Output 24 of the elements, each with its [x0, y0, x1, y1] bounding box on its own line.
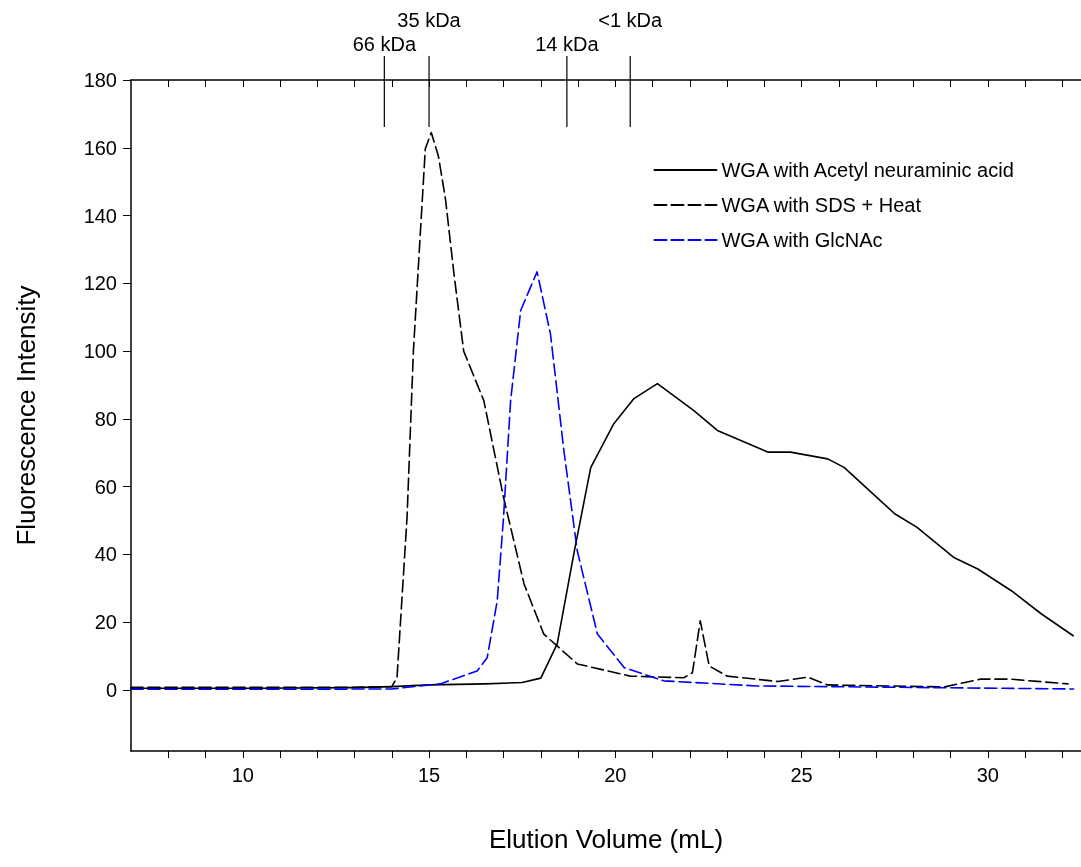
x-axis-title: Elution Volume (mL) — [488, 824, 724, 854]
ref-line-label: <1 kDa — [598, 9, 664, 31]
legend-label: WGA with GlcNAc — [721, 229, 883, 251]
y-tick-label: 100 — [83, 340, 117, 363]
y-tick-label: 80 — [94, 407, 117, 430]
y-tick-label: 180 — [83, 69, 117, 91]
x-tick-label: 10 — [231, 764, 254, 786]
y-axis-title: Fluorescence Intensity — [11, 285, 41, 546]
x-tick-label: 15 — [417, 764, 441, 786]
x-tick-label: 20 — [604, 764, 627, 786]
y-tick-label: 40 — [94, 543, 117, 566]
y-tick-label: 120 — [83, 272, 117, 295]
y-tick-label: 140 — [83, 204, 117, 227]
ref-line-label: 35 kDa — [397, 9, 462, 31]
x-tick-label: 30 — [976, 764, 999, 786]
y-tick-label: 160 — [83, 136, 117, 159]
legend-label: WGA with SDS + Heat — [721, 194, 922, 216]
ref-line-label: 66 kDa — [352, 33, 417, 55]
legend-label: WGA with Acetyl neuraminic acid — [721, 159, 1014, 181]
y-tick-label: 60 — [94, 475, 117, 498]
y-tick-label: 20 — [94, 611, 117, 634]
y-tick-label: 0 — [105, 679, 117, 701]
x-tick-label: 25 — [790, 764, 813, 786]
ref-line-label: 14 kDa — [535, 33, 600, 55]
